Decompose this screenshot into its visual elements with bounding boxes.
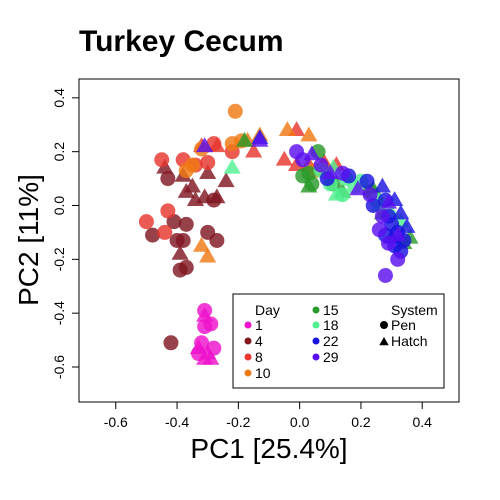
point-day8-hatch: [275, 150, 293, 166]
legend-box: [232, 293, 445, 389]
point-day1-hatch: [202, 349, 220, 365]
point-day29-hatch: [349, 180, 367, 196]
x-tick-label: 0.4: [412, 414, 432, 430]
point-day22-hatch: [373, 177, 391, 193]
point-day29-hatch: [389, 226, 407, 241]
x-axis: -0.6 -0.4 -0.2 0.0 0.2 0.4: [104, 401, 432, 430]
y-tick-label: 0.2: [51, 142, 67, 162]
point-day29-pen: [335, 165, 351, 181]
point-day29-hatch: [251, 131, 269, 147]
point-day15-hatch: [300, 177, 318, 193]
point-day8-pen: [160, 203, 176, 219]
point-day15-hatch: [235, 131, 254, 147]
legend-day-swatch: [312, 306, 320, 314]
point-day4-pen: [200, 224, 216, 240]
legend-day-swatch: [244, 337, 252, 345]
legend-pen-swatch: [380, 321, 388, 329]
point-day8-pen: [200, 154, 216, 170]
legend-system-title: System: [391, 302, 438, 318]
point-day1-hatch: [196, 306, 214, 322]
legend-day-label: 29: [323, 349, 339, 365]
point-day4-hatch: [196, 188, 214, 204]
y-tick-label: 0.0: [51, 196, 67, 216]
point-day22-hatch: [398, 218, 416, 233]
legend-day-swatch: [312, 353, 320, 361]
point-day29-pen: [377, 267, 393, 283]
point-day4-hatch: [183, 177, 201, 193]
point-day29-pen: [371, 222, 387, 238]
x-axis-label: PC1 [25.4%]: [190, 433, 347, 464]
point-day4-hatch: [171, 244, 189, 260]
legend-day-label: 18: [323, 317, 339, 333]
point-day10-hatch: [278, 121, 296, 136]
legend-day-label: 22: [323, 333, 339, 349]
point-day4-pen: [163, 335, 179, 351]
point-day18-hatch: [223, 158, 241, 174]
chart-title: Turkey Cecum: [79, 25, 284, 58]
x-tick-label: -0.6: [104, 414, 128, 430]
point-day10-hatch: [300, 126, 318, 142]
y-tick-label: 0.4: [51, 88, 67, 108]
x-tick-label: -0.2: [226, 414, 250, 430]
point-day4-hatch: [217, 172, 235, 188]
points-layer: [138, 103, 419, 365]
point-day29-pen: [374, 208, 390, 224]
point-day8-pen: [138, 214, 154, 230]
point-day22-hatch: [392, 204, 410, 220]
point-day29-hatch: [321, 164, 339, 180]
point-day4-pen: [169, 233, 185, 248]
point-day8-pen: [157, 224, 173, 240]
x-tick-label: -0.4: [165, 414, 189, 430]
point-day10-pen: [227, 103, 243, 119]
point-day4-pen: [160, 171, 176, 187]
legend-system-label: Hatch: [391, 333, 428, 349]
y-axis: -0.6 -0.4 -0.2 0.0 0.2 0.4: [51, 88, 80, 379]
point-day10-pen: [184, 157, 200, 173]
y-tick-label: -0.6: [51, 355, 67, 379]
legend-day-label: 8: [255, 349, 263, 365]
legend-day-swatch: [244, 321, 252, 329]
legend-day-label: 1: [255, 317, 263, 333]
point-day4-hatch: [208, 188, 226, 204]
point-day18-hatch: [327, 185, 345, 201]
point-day10-hatch: [199, 247, 217, 263]
y-axis-label: PC2 [11%]: [13, 174, 44, 306]
point-day4-pen: [178, 216, 194, 232]
point-day15-pen: [295, 168, 311, 184]
point-day8-hatch: [245, 142, 263, 158]
point-day8-pen: [154, 152, 170, 168]
legend-day-label: 4: [255, 333, 263, 349]
legend-day-label: 15: [323, 302, 339, 318]
point-day4-pen: [178, 259, 194, 275]
point-day29-hatch: [303, 145, 321, 161]
x-tick-label: 0.2: [351, 414, 371, 430]
legend-day-swatch: [244, 369, 252, 377]
point-day22-pen: [359, 173, 375, 189]
legend-day-swatch: [244, 353, 252, 361]
point-day1-hatch: [189, 339, 208, 355]
point-day29-pen: [313, 157, 329, 173]
point-day29-pen: [390, 251, 406, 267]
y-tick-label: -0.4: [51, 301, 67, 325]
legend-day-swatch: [312, 321, 320, 329]
legend-hatch-swatch: [379, 337, 389, 346]
point-day8-hatch: [208, 137, 226, 153]
point-day29-hatch: [379, 193, 398, 209]
legend-day-title: Day: [255, 302, 280, 318]
point-day4-pen: [145, 227, 161, 243]
legend-day-label: 10: [255, 365, 271, 381]
point-day29-pen: [362, 187, 378, 203]
point-day1-pen: [197, 319, 213, 335]
legend-day-swatch: [312, 337, 320, 345]
point-day10-hatch: [193, 236, 211, 252]
point-day4-hatch: [199, 164, 217, 180]
y-tick-label: -0.2: [51, 247, 67, 271]
legend-system-label: Pen: [391, 317, 416, 333]
point-day29-hatch: [196, 137, 214, 153]
x-tick-label: 0.0: [290, 414, 310, 430]
